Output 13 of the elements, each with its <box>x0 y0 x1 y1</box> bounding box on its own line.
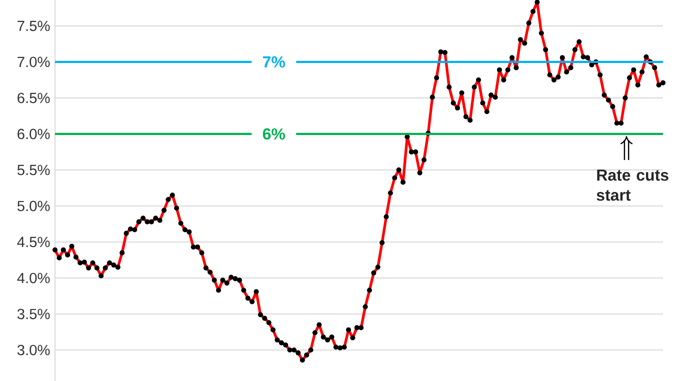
y-tick-label: 4.5% <box>17 236 50 248</box>
y-tick-label: 3.5% <box>17 308 50 320</box>
y-tick-label: 7.5% <box>18 20 50 32</box>
y-tick-label: 4.0% <box>17 272 50 284</box>
annotation: Rate cuts start <box>596 170 668 201</box>
ref-line-label: 6% <box>262 128 286 140</box>
y-tick-label: 6.0% <box>18 128 50 140</box>
y-tick-label: 6.5% <box>18 92 50 104</box>
y-tick-label: 5.0% <box>17 200 50 212</box>
y-tick-label: 3.0% <box>17 344 50 356</box>
y-tick-label: 5.5% <box>17 164 50 176</box>
ref-line-label: 7% <box>263 56 286 68</box>
y-tick-label: 7.0% <box>18 56 50 68</box>
